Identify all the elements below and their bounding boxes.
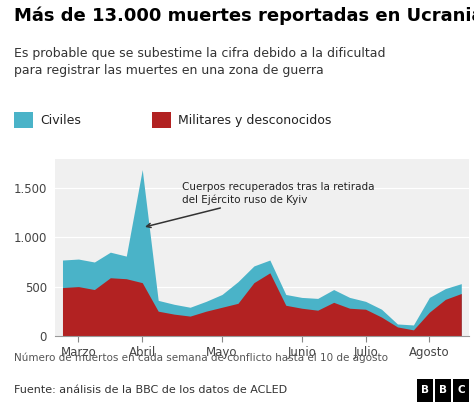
Text: B: B [421,385,429,395]
Text: Cuerpos recuperados tras la retirada
del Ejército ruso de Kyiv: Cuerpos recuperados tras la retirada del… [146,182,374,228]
Text: C: C [457,385,465,395]
Text: Fuente: análisis de la BBC de los datos de ACLED: Fuente: análisis de la BBC de los datos … [14,385,287,395]
Text: Es probable que se subestime la cifra debido a la dificultad
para registrar las : Es probable que se subestime la cifra de… [14,47,386,77]
FancyBboxPatch shape [435,379,451,402]
FancyBboxPatch shape [453,379,469,402]
Text: Número de muertos en cada semana de conflicto hasta el 10 de agosto: Número de muertos en cada semana de conf… [14,353,388,363]
Text: Militares y desconocidos: Militares y desconocidos [178,114,331,127]
Text: Civiles: Civiles [40,114,81,127]
FancyBboxPatch shape [417,379,433,402]
Text: Más de 13.000 muertes reportadas en Ucrania: Más de 13.000 muertes reportadas en Ucra… [14,6,474,24]
Text: B: B [439,385,447,395]
